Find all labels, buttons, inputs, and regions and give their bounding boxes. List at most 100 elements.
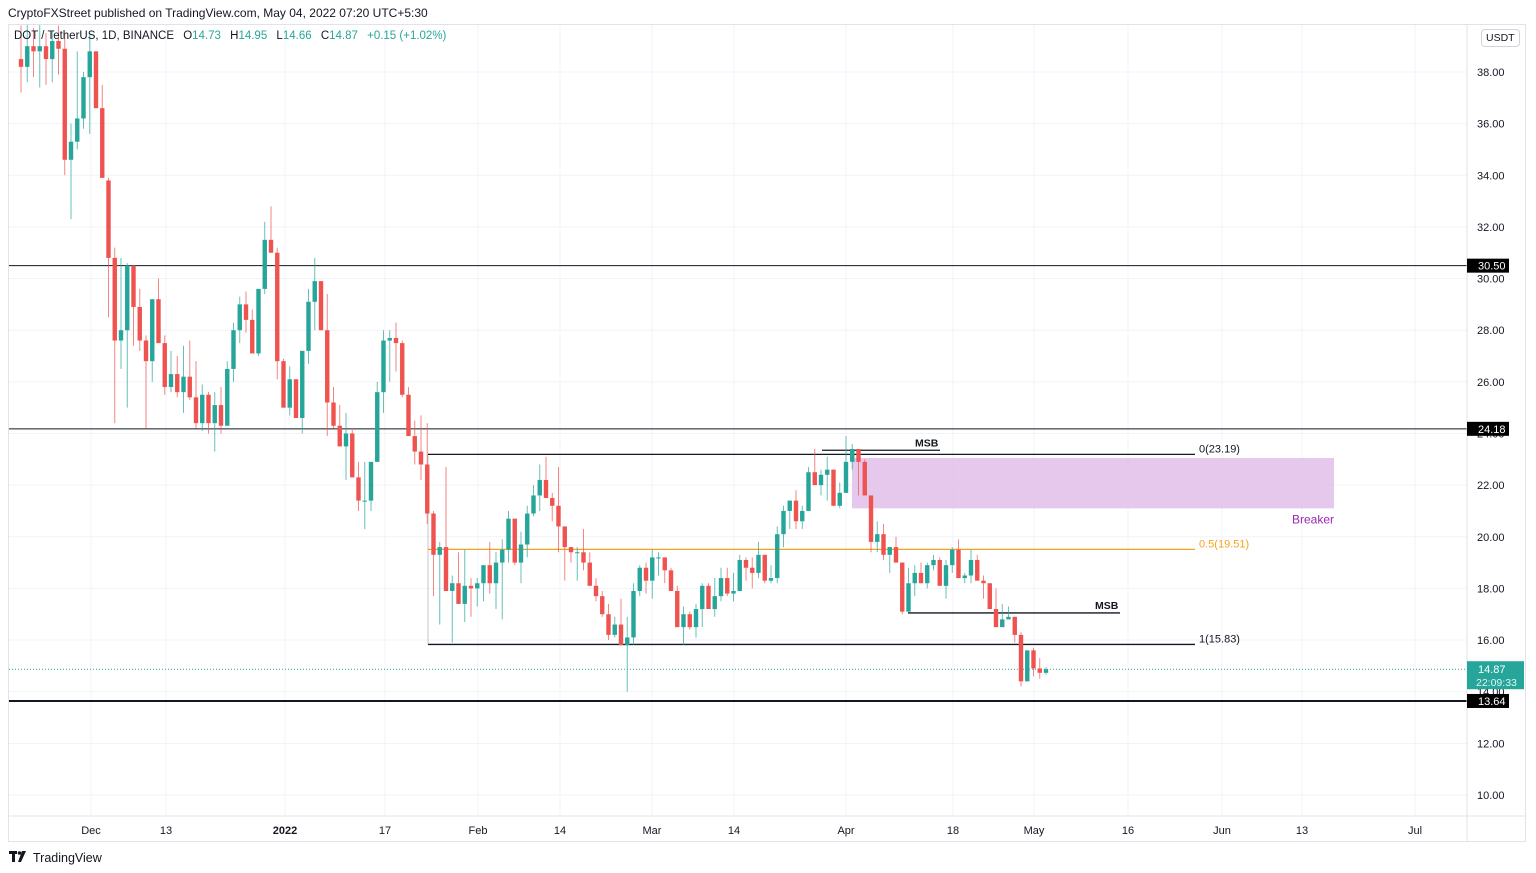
level-price-badge	[1467, 421, 1509, 436]
open-value: 14.73	[192, 30, 221, 42]
candle-body	[1037, 668, 1042, 673]
candle-body	[587, 562, 592, 586]
level-price-value: 13.64	[1478, 696, 1506, 708]
candle-body	[968, 559, 974, 576]
candle-body	[300, 350, 305, 418]
y-tick-label: 10.00	[1477, 790, 1505, 802]
candle-body	[312, 281, 317, 302]
candle-body	[437, 547, 442, 555]
candle-body	[493, 562, 499, 584]
candle-body	[768, 578, 774, 581]
candle-body	[456, 583, 461, 604]
candle-body	[56, 41, 61, 49]
breaker-zone	[852, 458, 1334, 509]
x-tick-label: 17	[379, 825, 391, 837]
candle-body	[512, 518, 517, 563]
candle-body	[450, 583, 455, 591]
publisher-line: CryptoFXStreet published on TradingView.…	[8, 6, 428, 20]
candle-body	[18, 59, 24, 67]
candle-body	[787, 500, 792, 511]
currency-button[interactable]: USDT	[1481, 29, 1520, 47]
candle-body	[743, 559, 749, 568]
candle-body	[375, 392, 380, 462]
candle-body	[631, 590, 636, 638]
candle-body	[706, 585, 711, 610]
candle-body	[93, 51, 99, 109]
candle-body	[506, 518, 511, 550]
candle-body	[550, 498, 555, 506]
x-tick-label: 2022	[273, 825, 297, 837]
candle-body	[325, 330, 330, 403]
candle-body	[137, 306, 142, 341]
candle-body	[500, 549, 505, 563]
candle-body	[775, 534, 780, 579]
candle-body	[125, 265, 130, 331]
candle-body	[762, 554, 767, 581]
candle-body	[381, 340, 386, 393]
x-tick-label: 16	[1122, 825, 1134, 837]
candle-body	[612, 624, 617, 635]
x-tick-label: Apr	[837, 825, 854, 837]
symbol-legend: DOT / TetherUS, 1D, BINANCE O14.73 H14.9…	[14, 30, 446, 42]
candle-body	[81, 77, 86, 119]
candle-body	[887, 547, 892, 555]
candle-body	[306, 301, 311, 351]
candle-body	[818, 474, 824, 486]
y-tick-label: 30.00	[1477, 274, 1505, 286]
candle-body	[331, 402, 336, 426]
y-tick-label: 16.00	[1477, 635, 1505, 647]
candle-body	[131, 265, 136, 307]
candle-body	[831, 469, 836, 506]
candle-body	[425, 464, 430, 514]
bar-countdown: 22:09:33	[1476, 677, 1517, 689]
candlestick-series	[18, 25, 1049, 692]
candle-body	[337, 425, 342, 447]
msb-label: MSB	[915, 437, 939, 449]
candle-body	[1000, 619, 1005, 628]
x-tick-label: Feb	[469, 825, 488, 837]
candle-body	[406, 394, 411, 437]
candle-body	[937, 559, 942, 586]
candle-body	[87, 51, 92, 78]
candle-body	[868, 495, 874, 542]
breaker-zone-layer: Breaker	[852, 458, 1334, 526]
y-tick-label: 18.00	[1477, 583, 1505, 595]
tradingview-logo[interactable]: TradingView	[9, 850, 102, 865]
symbol-name[interactable]: DOT / TetherUS, 1D, BINANCE	[14, 30, 174, 42]
candle-body	[350, 433, 355, 478]
candle-body	[962, 575, 967, 579]
candle-body	[1012, 616, 1017, 635]
x-tick-label: Jul	[1408, 825, 1422, 837]
candle-body	[343, 433, 349, 447]
candle-body	[1018, 634, 1024, 682]
candle-body	[712, 596, 717, 610]
change-value: +0.15 (+1.02%)	[367, 30, 447, 42]
candle-body	[850, 448, 855, 462]
candle-body	[562, 526, 567, 548]
candle-body	[356, 477, 361, 501]
candle-body	[687, 614, 692, 628]
candle-body	[556, 505, 561, 527]
low-value: 14.66	[282, 30, 312, 42]
candle-body	[750, 567, 755, 573]
y-tick-label: 28.00	[1477, 325, 1505, 337]
candle-body	[1025, 650, 1030, 682]
candle-body	[531, 495, 536, 514]
candle-body	[625, 637, 630, 646]
candle-body	[212, 405, 217, 424]
candle-body	[237, 304, 242, 331]
candle-body	[262, 239, 267, 289]
candle-body	[200, 394, 205, 424]
candle-body	[893, 547, 899, 563]
candle-body	[1031, 650, 1036, 669]
candle-body	[606, 614, 611, 635]
candle-body	[862, 461, 867, 496]
candle-body	[543, 479, 549, 499]
candle-body	[443, 547, 449, 591]
candle-body	[875, 534, 880, 542]
y-tick-label: 20.00	[1477, 532, 1505, 544]
y-tick-label: 22.00	[1477, 480, 1505, 492]
candle-body	[268, 239, 274, 253]
msb-label: MSB	[1095, 600, 1119, 612]
